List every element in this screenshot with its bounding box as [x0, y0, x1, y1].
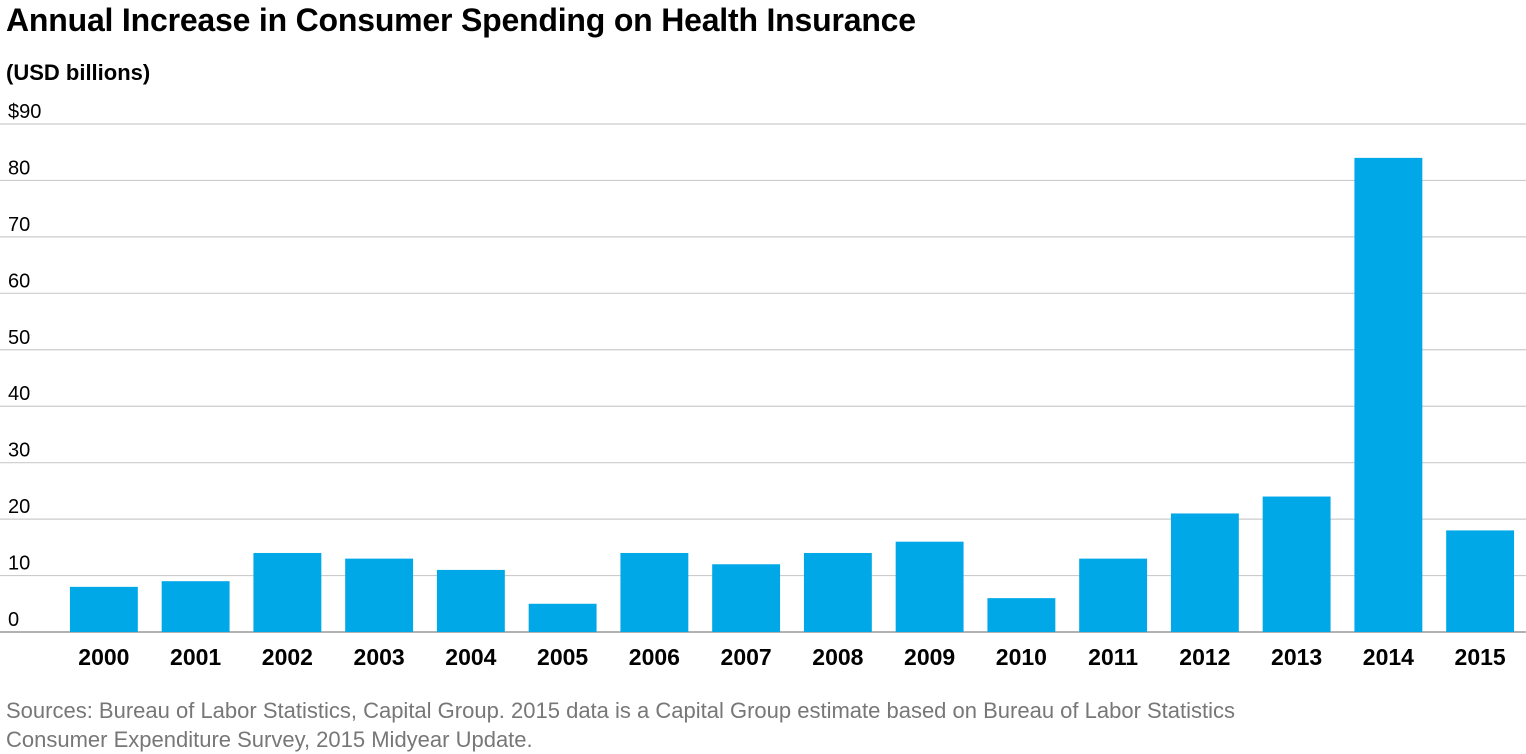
y-tick-label: 20 [8, 496, 30, 518]
bar-2014 [1354, 157, 1423, 632]
x-tick-label: 2008 [812, 644, 863, 670]
y-tick-label: 40 [8, 383, 30, 405]
x-tick-label: 2002 [262, 644, 313, 670]
x-tick-label: 2005 [537, 644, 588, 670]
x-tick-label: 2015 [1455, 644, 1506, 670]
y-tick-label: $90 [8, 101, 41, 123]
bar-2001 [161, 581, 230, 632]
bar-2010 [987, 598, 1056, 632]
unit-label: (USD billions) [6, 60, 151, 85]
x-tick-label: 2001 [170, 644, 221, 670]
x-axis-ticks: 2000 2001 2002 2003 2004 2005 2006 2007 2008 2009… [78, 644, 1506, 670]
bar-2008 [803, 552, 872, 632]
source-note: Sources: Bureau of Labor Statistics, Cap… [6, 696, 1506, 754]
bar-2013 [1262, 496, 1331, 632]
x-tick-label: 2011 [1088, 644, 1138, 670]
bar-2009 [895, 541, 964, 632]
x-tick-label: 2000 [78, 644, 129, 670]
x-tick-label: 2014 [1363, 644, 1414, 670]
bar-2004 [436, 569, 505, 632]
x-tick-label: 2004 [445, 644, 496, 670]
bar-2005 [528, 603, 597, 632]
bar-2002 [253, 552, 322, 632]
bar-2015 [1446, 530, 1515, 632]
source-line-1: Sources: Bureau of Labor Statistics, Cap… [6, 698, 1236, 723]
x-tick-label: 2010 [996, 644, 1047, 670]
source-line-2: Consumer Expenditure Survey, 2015 Midyea… [6, 727, 533, 752]
y-axis-ticks: 0 10 20 30 40 50 60 70 80 $90 [8, 101, 41, 631]
chart-title: Annual Increase in Consumer Spending on … [6, 2, 916, 38]
bars [69, 157, 1515, 632]
bar-2003 [345, 558, 414, 632]
x-tick-label: 2013 [1271, 644, 1322, 670]
bar-2006 [620, 552, 689, 632]
y-tick-label: 50 [8, 327, 30, 349]
y-tick-label: 10 [8, 553, 30, 575]
x-tick-label: 2009 [904, 644, 955, 670]
x-tick-label: 2003 [354, 644, 405, 670]
y-tick-label: 30 [8, 440, 30, 462]
x-tick-label: 2012 [1179, 644, 1230, 670]
bar-2007 [712, 564, 781, 632]
x-tick-label: 2006 [629, 644, 680, 670]
bar-2012 [1170, 513, 1239, 632]
y-tick-label: 60 [8, 270, 30, 292]
y-tick-label: 80 [8, 157, 30, 179]
x-tick-label: 2007 [721, 644, 772, 670]
bar-2011 [1079, 558, 1148, 632]
y-tick-label: 70 [8, 214, 30, 236]
y-tick-label: 0 [8, 609, 19, 631]
bar-2000 [69, 586, 138, 632]
